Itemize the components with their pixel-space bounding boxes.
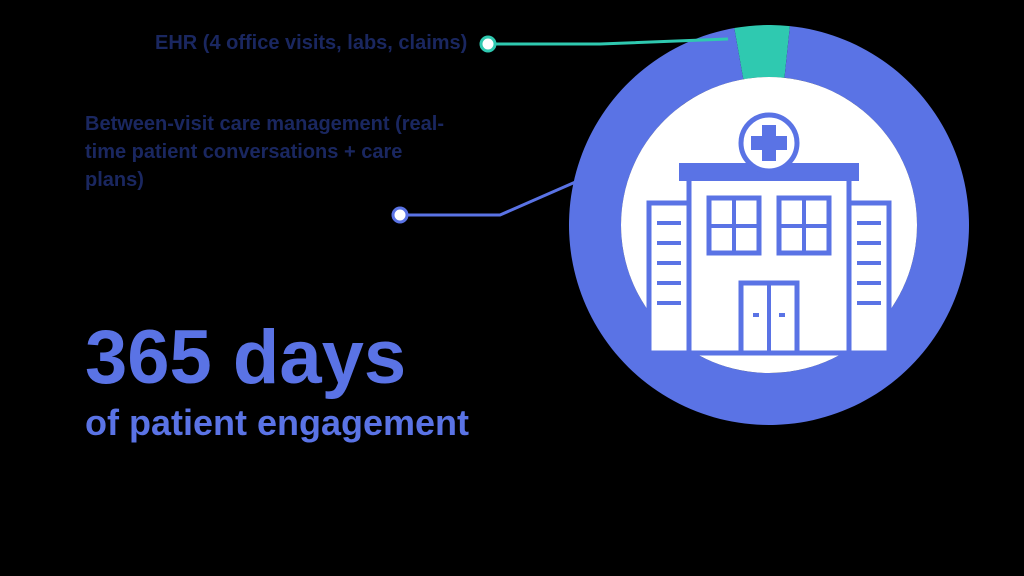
label-between: Between-visit care management (real-time… <box>85 110 465 194</box>
headline: 365 days of patient engagement <box>85 320 469 444</box>
donut-chart <box>569 25 969 425</box>
label-ehr: EHR (4 office visits, labs, claims) <box>155 32 467 55</box>
infographic-root: EHR (4 office visits, labs, claims) Betw… <box>0 0 1024 576</box>
headline-sub: of patient engagement <box>85 402 469 444</box>
donut-svg <box>569 25 969 425</box>
headline-big: 365 days <box>85 320 469 396</box>
donut-slice-ehr <box>734 25 790 79</box>
